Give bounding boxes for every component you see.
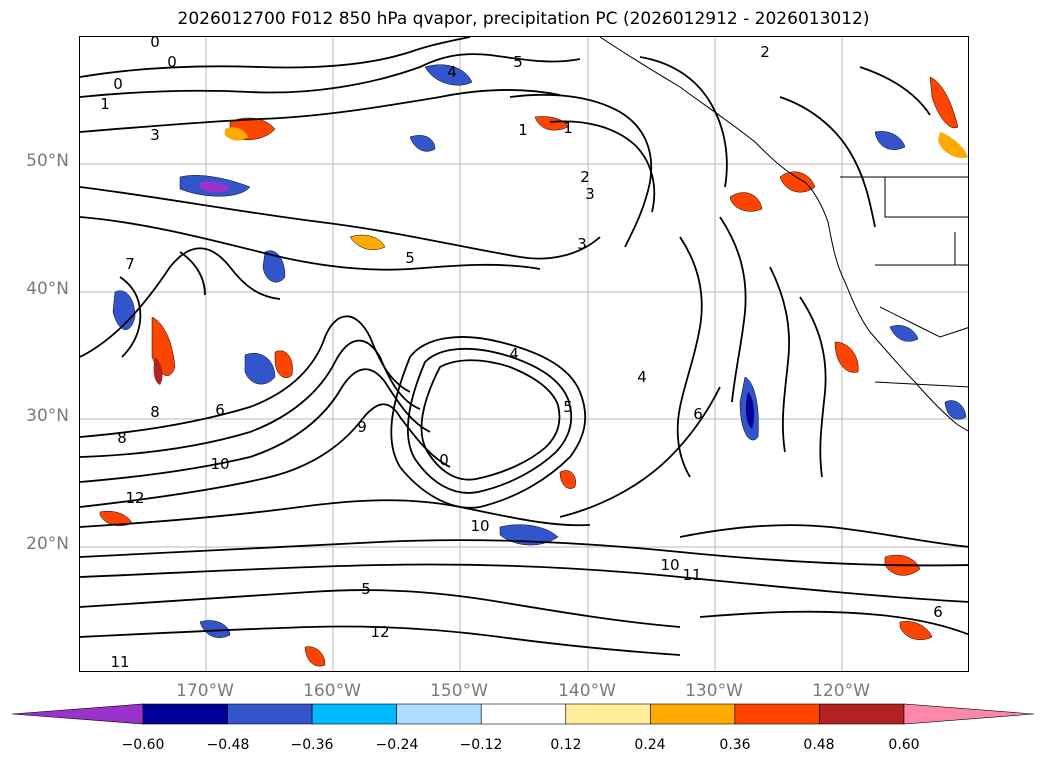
lat-label-50n: 50°N [26, 151, 69, 171]
lon-label-120w: 120°W [812, 681, 870, 701]
lat-label-30n: 30°N [26, 406, 69, 426]
colorbar-tick: 0.12 [550, 737, 582, 753]
lon-label-140w: 140°W [558, 681, 616, 701]
chart-title: 2026012700 F012 850 hPa qvapor, precipit… [177, 9, 870, 29]
qvapor-contours [80, 37, 968, 656]
colorbar-tick: 0.60 [888, 737, 920, 753]
contour-label: 9 [357, 418, 367, 436]
contour-label: 0 [439, 451, 449, 469]
colorbar-segment [142, 703, 228, 725]
contour-label: 4 [509, 345, 519, 363]
colorbar-tick: 0.48 [803, 737, 835, 753]
colorbar-tick: −0.60 [121, 737, 165, 753]
colorbar-tick: −0.24 [375, 737, 419, 753]
colorbar-segment [227, 703, 313, 725]
colorbar-segment [734, 703, 820, 725]
contour-label: 5 [361, 580, 371, 598]
colorbar-segment [396, 703, 482, 725]
contour-label: 8 [150, 403, 160, 421]
contour-label: 12 [370, 623, 389, 641]
contour-label: 1 [518, 121, 528, 139]
contour-label: 3 [577, 235, 587, 253]
lon-label-150w: 150°W [430, 681, 488, 701]
contour-label: 1 [563, 119, 573, 137]
colorbar [12, 703, 1035, 725]
contour-label: 0 [150, 37, 160, 51]
lon-label-160w: 160°W [303, 681, 361, 701]
colorbar-segment [311, 703, 397, 725]
lat-label-20n: 20°N [26, 534, 69, 554]
contour-label: 0 [113, 75, 123, 93]
lon-label-130w: 130°W [685, 681, 743, 701]
contour-label: 3 [150, 126, 160, 144]
contour-label: 5 [405, 249, 415, 267]
contour-label: 12 [125, 489, 144, 507]
colorbar-extend-high [903, 703, 1035, 725]
colorbar-tick: 0.24 [634, 737, 666, 753]
contour-label: 5 [513, 53, 523, 71]
colorbar-segment [480, 703, 567, 725]
precip-patches [99, 64, 968, 667]
colorbar-segment [819, 703, 905, 725]
colorbar-tick: −0.48 [206, 737, 250, 753]
lat-label-40n: 40°N [26, 279, 69, 299]
contour-label: 4 [637, 368, 647, 386]
contour-label: 8 [117, 429, 127, 447]
contour-labels: 0 0 0 1 1 1 2 2 3 3 3 4 4 4 5 5 5 5 6 6 … [100, 37, 943, 671]
colorbar-segment [650, 703, 736, 725]
map-panel: 0 0 0 1 1 1 2 2 3 3 3 4 4 4 5 5 5 5 6 6 … [79, 36, 969, 672]
colorbar-tick: 0.36 [719, 737, 751, 753]
contour-label: 5 [563, 398, 573, 416]
colorbar-tick: −0.36 [290, 737, 334, 753]
map-canvas: 0 0 0 1 1 1 2 2 3 3 3 4 4 4 5 5 5 5 6 6 … [80, 37, 968, 671]
contour-label: 7 [125, 255, 135, 273]
colorbar-tick: −0.12 [459, 737, 503, 753]
contour-label: 6 [693, 405, 703, 423]
contour-label: 10 [660, 556, 679, 574]
contour-label: 11 [682, 566, 701, 584]
lon-label-170w: 170°W [176, 681, 234, 701]
colorbar-extend-low [12, 703, 144, 725]
contour-label: 2 [760, 43, 770, 61]
contour-label: 1 [100, 95, 110, 113]
contour-label: 10 [210, 455, 229, 473]
contour-label: 2 [580, 168, 590, 186]
colorbar-segment [565, 703, 651, 725]
contour-label: 6 [933, 603, 943, 621]
contour-label: 3 [585, 185, 595, 203]
contour-label: 0 [167, 53, 177, 71]
contour-label: 10 [470, 517, 489, 535]
contour-label: 11 [110, 653, 129, 671]
contour-label: 6 [215, 401, 225, 419]
contour-label: 4 [447, 63, 457, 81]
